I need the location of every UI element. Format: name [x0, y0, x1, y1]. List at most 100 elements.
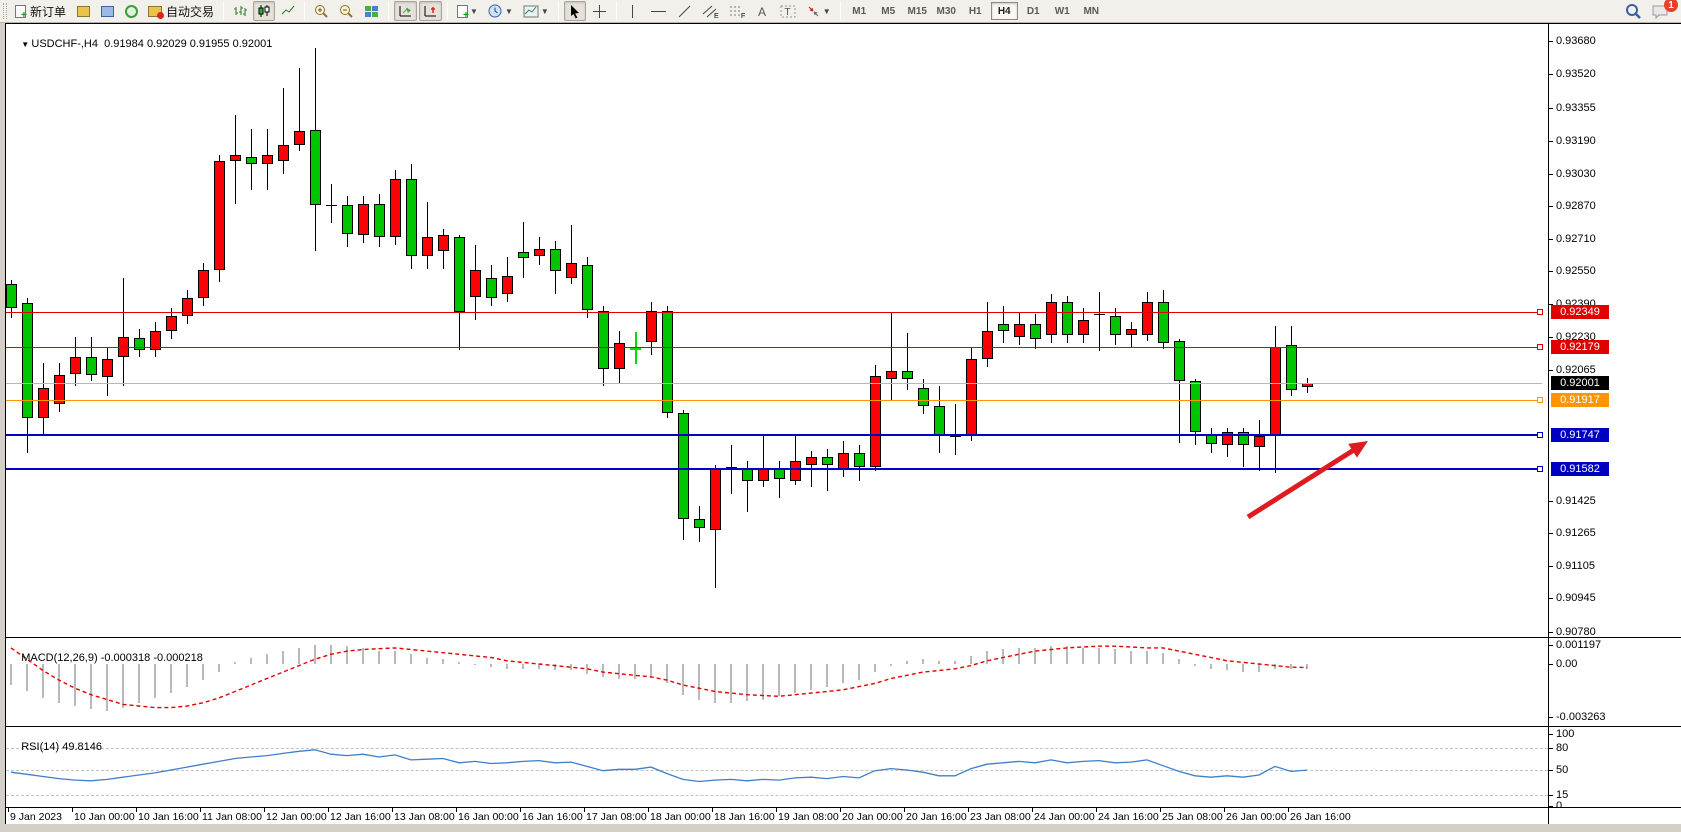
macd-histogram-bar [362, 647, 364, 664]
trendline-button[interactable] [673, 1, 696, 21]
main-chart-pane[interactable]: ▼ USDCHF-,H4 0.91984 0.92029 0.91955 0.9… [6, 24, 1548, 637]
line-handle[interactable] [1537, 309, 1543, 316]
market-watch-button[interactable] [72, 1, 94, 21]
macd-histogram-bar [1306, 664, 1308, 670]
price-tick [1549, 238, 1553, 240]
candle [1174, 340, 1185, 382]
macd-histogram-bar [1114, 649, 1116, 664]
new-order-button[interactable]: + 新订单 [11, 1, 70, 21]
doji-wick [635, 331, 637, 365]
price-tick [1549, 73, 1553, 75]
timeframe-W1[interactable]: W1 [1054, 5, 1070, 17]
bar-chart-button[interactable] [229, 1, 251, 21]
price-tick-label: 0.93355 [1556, 101, 1596, 114]
timeframe-D1[interactable]: D1 [1026, 5, 1040, 17]
macd-tick [1549, 716, 1553, 718]
equidistant-channel-icon: E [702, 5, 719, 19]
rsi-pane[interactable]: RSI(14) 49.8146 [6, 727, 1548, 807]
new-chart-button[interactable]: + ▼ [453, 1, 482, 21]
current-price-line [6, 383, 1542, 385]
horizontal-line-button[interactable] [646, 1, 671, 21]
timeframe-H4[interactable]: H4 [990, 2, 1018, 20]
timeframe-M15[interactable]: M15 [907, 5, 927, 17]
chart-shift-button[interactable] [419, 1, 443, 21]
rsi-tick [1549, 734, 1553, 735]
price-tick-label: 0.92710 [1556, 232, 1596, 245]
candle [534, 249, 545, 257]
candle [1142, 302, 1153, 335]
time-tick [264, 808, 265, 812]
notifications-button[interactable]: 1 [1648, 0, 1678, 21]
line-handle[interactable] [1537, 344, 1543, 351]
timeframe-M30[interactable]: M30 [936, 5, 956, 17]
terminal-button[interactable] [120, 1, 142, 21]
arrows-button[interactable]: ▼ [802, 1, 835, 21]
line-chart-icon [281, 5, 295, 15]
candle [886, 371, 897, 380]
candle-wick [123, 277, 124, 386]
vertical-line-button[interactable] [622, 1, 644, 21]
crosshair-button[interactable] [588, 1, 611, 21]
horizontal-line-object[interactable] [6, 467, 1542, 470]
horizontal-line-object[interactable] [6, 346, 1542, 348]
tile-windows-button[interactable] [360, 1, 383, 21]
macd-histogram-bar [378, 651, 380, 664]
price-axis[interactable]: 0.93680 0.93520 0.93355 0.93190 0.93030 0.928… [1549, 24, 1681, 812]
macd-histogram-bar [666, 664, 668, 684]
macd-histogram-bar [1050, 646, 1052, 664]
auto-scroll-button[interactable] [394, 1, 418, 21]
cursor-button[interactable] [563, 1, 586, 21]
macd-histogram-bar [234, 662, 236, 664]
line-handle[interactable] [1537, 432, 1543, 439]
profiles-button[interactable]: ▼ [484, 1, 517, 21]
candle-wick [1179, 338, 1180, 443]
rsi-tick [1549, 806, 1553, 807]
zoom-out-button[interactable] [335, 1, 358, 21]
macd-histogram-bar [858, 664, 860, 681]
fibonacci-button[interactable]: F [725, 1, 750, 21]
horizontal-line-object[interactable] [6, 311, 1542, 313]
candle [406, 178, 417, 257]
timeframe-MN[interactable]: MN [1083, 5, 1099, 17]
chart-left-border [5, 23, 6, 824]
auto-trading-button[interactable]: 自动交易 [144, 1, 218, 21]
macd-histogram-bar [266, 654, 268, 664]
separator-macd-rsi[interactable] [5, 726, 1681, 727]
line-handle[interactable] [1537, 465, 1543, 472]
line-chart-button[interactable] [277, 1, 299, 21]
line-handle[interactable] [1537, 397, 1543, 404]
candle [86, 357, 97, 376]
text-label-button[interactable]: T [776, 1, 800, 21]
equidistant-channel-button[interactable]: E [698, 1, 723, 21]
time-tick [1288, 808, 1289, 812]
timeframe-M1[interactable]: M1 [852, 5, 867, 17]
macd-histogram-bar [618, 664, 620, 679]
annotation-arrow[interactable] [6, 24, 1548, 637]
macd-pane[interactable]: MACD(12,26,9) -0.000318 -0.000218 [6, 638, 1548, 726]
template-button[interactable]: ▼ [519, 1, 553, 21]
chart-menu-arrow-icon: ▼ [21, 40, 32, 49]
macd-histogram-bar [1130, 651, 1132, 664]
trendline-icon [678, 5, 691, 17]
price-tick [1549, 500, 1553, 502]
horizontal-line-object[interactable] [6, 399, 1542, 401]
candlestick-chart-button[interactable] [253, 1, 276, 21]
candle-wick [891, 312, 892, 400]
timeframe-H1[interactable]: H1 [968, 5, 982, 17]
separator-main-macd[interactable] [5, 637, 1681, 638]
candle [1078, 320, 1089, 335]
toolbar-grip[interactable] [3, 3, 7, 19]
search-button[interactable] [1621, 1, 1646, 21]
candle-wick [747, 460, 748, 512]
price-tick-label: 0.93190 [1556, 135, 1596, 148]
price-tick-label: 0.91425 [1556, 494, 1596, 507]
candle-wick [283, 88, 284, 174]
text-button[interactable]: A [752, 1, 774, 21]
rsi-tick-label: 50 [1556, 764, 1569, 776]
navigator-button[interactable] [96, 1, 118, 21]
macd-histogram-bar [10, 664, 12, 685]
timeframe-M5[interactable]: M5 [881, 5, 896, 17]
horizontal-line-object[interactable] [6, 434, 1542, 437]
time-axis[interactable]: 9 Jan 2023 10 Jan 00:00 10 Jan 16:00 11 Jan… [6, 808, 1681, 824]
zoom-in-button[interactable] [310, 1, 333, 21]
